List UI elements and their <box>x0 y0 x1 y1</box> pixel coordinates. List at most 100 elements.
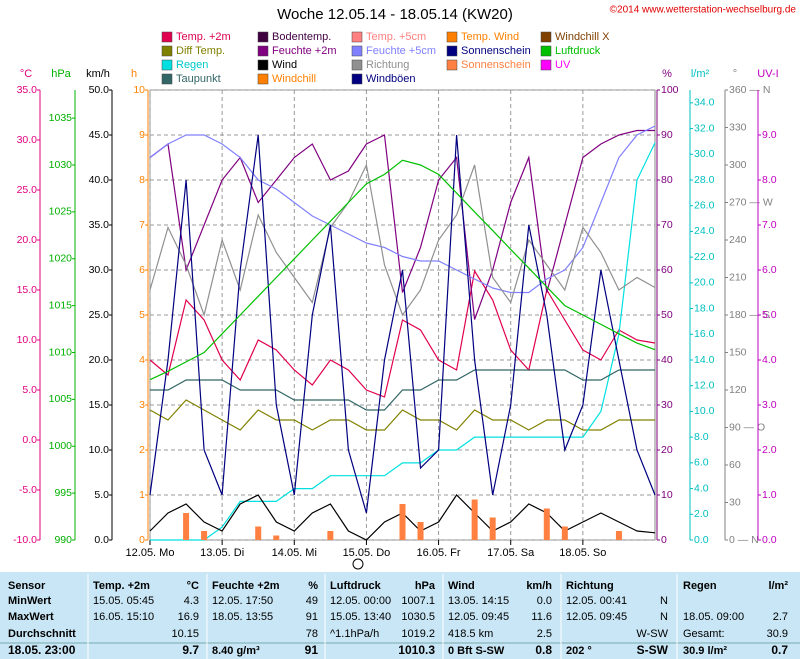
table-cell: 91 <box>305 643 319 657</box>
table-cell: 12.05. 00:41 <box>566 595 627 607</box>
y-tick-label: 4.0 <box>762 354 777 366</box>
y-tick-label: 300 <box>729 159 747 171</box>
y-tick-label: 8 <box>139 174 145 186</box>
y-tick-label: 22.0 <box>694 251 715 263</box>
y-tick-label: 5.0 <box>762 309 777 321</box>
y-tick-label: 9 <box>139 129 145 141</box>
y-tick-label: 990 <box>54 534 72 546</box>
sunshine-bar <box>399 504 406 540</box>
table-cell: Temp. +2m <box>93 580 150 592</box>
y-tick-label: 8.0 <box>762 174 777 186</box>
y-tick-label: 70 <box>661 219 673 231</box>
sunshine-bar <box>255 526 262 540</box>
y-tick-label: 32.0 <box>694 122 715 134</box>
legend-label: Regen <box>176 59 208 71</box>
y-tick-label: 90 — O <box>729 421 765 433</box>
table-cell: 13.05. 14:15 <box>448 595 509 607</box>
legend-swatch <box>257 59 269 71</box>
y-tick-label: 30 <box>661 399 673 411</box>
y-tick-label: 15.0 <box>89 399 110 411</box>
table-cell: S-SW <box>637 643 669 657</box>
legend-swatch <box>161 59 173 71</box>
table-cell: 2.7 <box>773 611 788 623</box>
legend-swatch <box>540 45 552 57</box>
y-tick-label: 6 <box>139 264 145 276</box>
legend-label: Feuchte +5cm <box>366 45 436 57</box>
sunshine-bar <box>417 522 424 540</box>
table-cell: km/h <box>526 580 552 592</box>
axis-unit: % <box>662 68 672 80</box>
legend-label: Bodentemp. <box>272 31 331 43</box>
table-cell: 16.05. 15:10 <box>93 611 154 623</box>
legend-label: Temp. +2m <box>176 31 231 43</box>
table-cell: 18.05. 23:00 <box>8 643 76 657</box>
legend-swatch <box>446 45 458 57</box>
y-tick-label: 2.0 <box>762 444 777 456</box>
y-tick-label: 9.0 <box>762 129 777 141</box>
legend-label: Diff Temp. <box>176 45 225 57</box>
y-tick-label: 0 <box>139 534 145 546</box>
axis-unit: km/h <box>86 68 110 80</box>
y-tick-label: 34.0 <box>694 97 715 109</box>
legend-label: Richtung <box>366 59 409 71</box>
y-tick-label: 0 <box>661 534 667 546</box>
y-tick-label: 50.0 <box>89 84 110 96</box>
table-cell: Durchschnitt <box>8 628 76 640</box>
table-cell: 1010.3 <box>398 643 435 657</box>
legend-label: Temp. +5cm <box>366 31 426 43</box>
y-tick-label: 1035 <box>49 112 73 124</box>
table-cell: 8.40 g/m³ <box>212 645 260 657</box>
x-tick-label: 16.05. Fr <box>417 547 461 559</box>
table-background <box>0 572 800 659</box>
y-tick-label: 80 <box>661 174 673 186</box>
table-cell: 2.5 <box>537 628 552 640</box>
table-cell: °C <box>187 580 199 592</box>
y-tick-label: 20 <box>661 444 673 456</box>
table-cell: Gesamt: <box>683 628 725 640</box>
legend-label: Luftdruck <box>555 45 601 57</box>
y-tick-label: 40.0 <box>89 174 110 186</box>
y-tick-label: 10.0 <box>89 444 110 456</box>
table-cell: Regen <box>683 580 717 592</box>
table-cell: W-SW <box>636 628 668 640</box>
sunshine-bar <box>273 535 280 540</box>
y-tick-label: 20.0 <box>89 354 110 366</box>
y-tick-label: 20.0 <box>17 234 38 246</box>
y-tick-label: 10 <box>133 84 145 96</box>
y-tick-label: 24.0 <box>694 225 715 237</box>
y-tick-label: 60 <box>661 264 673 276</box>
legend-label: Feuchte +2m <box>272 45 337 57</box>
y-tick-label: 330 <box>729 121 747 133</box>
table-cell: Richtung <box>566 580 614 592</box>
legend-label: Windchill <box>272 73 316 85</box>
y-tick-label: 28.0 <box>694 174 715 186</box>
legend-swatch <box>161 73 173 85</box>
axis-unit: l/m² <box>691 68 710 80</box>
y-tick-label: 20.0 <box>694 277 715 289</box>
legend-swatch <box>351 59 363 71</box>
y-tick-label: 26.0 <box>694 199 715 211</box>
y-tick-label: 10.0 <box>694 405 715 417</box>
table-cell: 30.9 <box>767 628 788 640</box>
series-line <box>149 159 656 381</box>
table-cell: % <box>308 580 318 592</box>
legend-swatch <box>351 31 363 43</box>
y-tick-label: 120 <box>729 384 747 396</box>
y-tick-label: 15.0 <box>17 284 38 296</box>
table-cell: 18.05. 13:55 <box>212 611 273 623</box>
y-tick-label: 35.0 <box>89 219 110 231</box>
y-tick-label: 25.0 <box>17 184 38 196</box>
y-tick-label: 60 <box>729 459 741 471</box>
x-tick-label: 14.05. Mi <box>272 547 317 559</box>
y-tick-label: 30.0 <box>17 134 38 146</box>
time-marker <box>352 558 364 570</box>
table-cell: 418.5 km <box>448 628 493 640</box>
series-line <box>149 129 655 320</box>
legend-swatch <box>161 31 173 43</box>
table-cell: 18.05. 09:00 <box>683 611 744 623</box>
legend-label: UV <box>555 59 571 71</box>
axis-unit: hPa <box>51 68 71 80</box>
y-tick-label: 270 — W <box>729 196 773 208</box>
y-tick-label: 1.0 <box>762 489 777 501</box>
table-cell: Feuchte +2m <box>212 580 280 592</box>
